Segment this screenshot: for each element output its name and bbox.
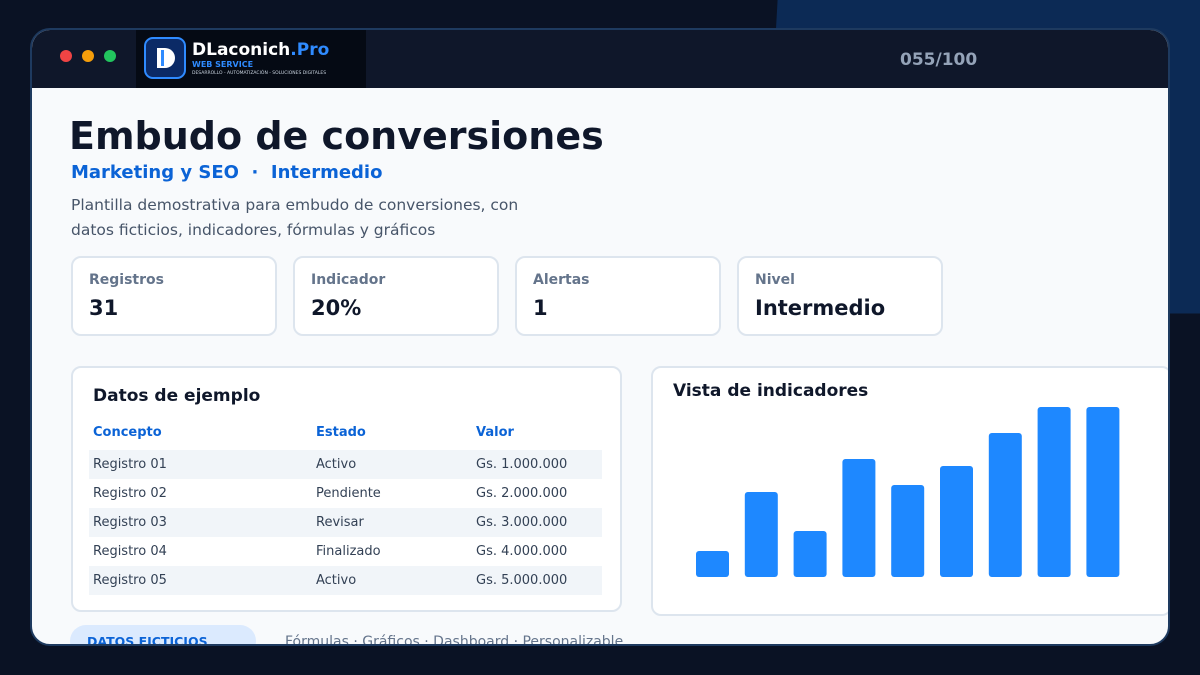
- title: Embudo de conversiones: [69, 114, 604, 158]
- row-stripe: [89, 566, 602, 595]
- logo-brand: DLaconich: [192, 40, 291, 60]
- bar: [696, 551, 729, 577]
- stat-label: Nivel: [755, 272, 795, 288]
- close-dot[interactable]: [60, 50, 72, 62]
- stat-label: Indicador: [311, 272, 386, 288]
- cell: Registro 05: [93, 573, 167, 588]
- cell: Gs. 3.000.000: [476, 515, 568, 530]
- separator: ·: [251, 162, 259, 183]
- cell: Registro 04: [93, 544, 167, 559]
- stat-label: Alertas: [533, 272, 590, 288]
- title-bar: DLaconich.Pro WEB SERVICE DESARROLLO - A…: [32, 30, 1168, 88]
- cell: Activo: [316, 457, 357, 472]
- stat-value: 20%: [311, 296, 362, 320]
- description: Plantilla demostrativa para embudo de co…: [71, 196, 519, 239]
- logo-tagline: WEB SERVICE: [192, 60, 254, 69]
- bar: [940, 466, 973, 577]
- cell: Finalizado: [316, 544, 381, 559]
- bar: [1037, 407, 1071, 577]
- level: Intermedio: [270, 162, 383, 183]
- cell: Revisar: [316, 515, 364, 530]
- stat-value: 31: [89, 296, 119, 320]
- bar: [842, 459, 876, 577]
- cell: Registro 03: [93, 515, 167, 530]
- row-stripe: [89, 450, 602, 479]
- logo-services: DESARROLLO - AUTOMATIZACIÓN - SOLUCIONES…: [192, 71, 327, 76]
- cell: Gs. 5.000.000: [476, 573, 568, 588]
- minimize-dot[interactable]: [82, 50, 94, 62]
- chart-title: Vista de indicadores: [673, 381, 869, 401]
- logo-name: DLaconich.Pro: [192, 40, 329, 60]
- cell: Pendiente: [316, 486, 381, 501]
- bar: [793, 531, 827, 577]
- stat-card: Indicador 20%: [293, 256, 499, 336]
- column-header: Estado: [316, 425, 366, 440]
- row-stripe: [89, 508, 602, 537]
- bar: [744, 492, 778, 577]
- cell: Gs. 1.000.000: [476, 457, 568, 472]
- features: Fórmulas · Gráficos · Dashboard · Person…: [285, 634, 624, 646]
- category: Marketing y SEO: [71, 162, 239, 183]
- cell: Registro 02: [93, 486, 167, 501]
- chart: [696, 407, 1120, 577]
- stat-value: 1: [533, 296, 548, 320]
- column-header: Concepto: [93, 425, 162, 440]
- stat-card: Alertas 1: [515, 256, 721, 336]
- table-title: Datos de ejemplo: [93, 386, 261, 406]
- badge: DATOS FICTICIOS: [70, 625, 256, 646]
- counter: 055/100: [900, 50, 978, 70]
- logo-suffix: .Pro: [290, 40, 330, 60]
- cell: Gs. 4.000.000: [476, 544, 568, 559]
- cell: Gs. 2.000.000: [476, 486, 568, 501]
- cell: Activo: [316, 573, 357, 588]
- badge-text: DATOS FICTICIOS: [87, 634, 208, 646]
- stat-value: Intermedio: [755, 296, 886, 320]
- maximize-dot[interactable]: [104, 50, 116, 62]
- stat-card: Nivel Intermedio: [737, 256, 943, 336]
- subtitle: Marketing y SEO · Intermedio: [71, 162, 382, 183]
- stat-card: Registros 31: [71, 256, 277, 336]
- cell: Registro 01: [93, 457, 167, 472]
- bar: [1086, 407, 1120, 577]
- logo: DLaconich.Pro WEB SERVICE DESARROLLO - A…: [136, 30, 366, 88]
- stat-label: Registros: [89, 272, 164, 288]
- table-card: Datos de ejemplo Concepto Estado Valor Regi…: [71, 366, 622, 612]
- chart-card: Vista de indicadores: [651, 366, 1168, 616]
- bar: [988, 433, 1022, 577]
- bar: [891, 485, 925, 577]
- window: DLaconich.Pro WEB SERVICE DESARROLLO - A…: [30, 28, 1170, 646]
- column-header: Valor: [476, 425, 514, 440]
- logo-icon: [144, 37, 186, 79]
